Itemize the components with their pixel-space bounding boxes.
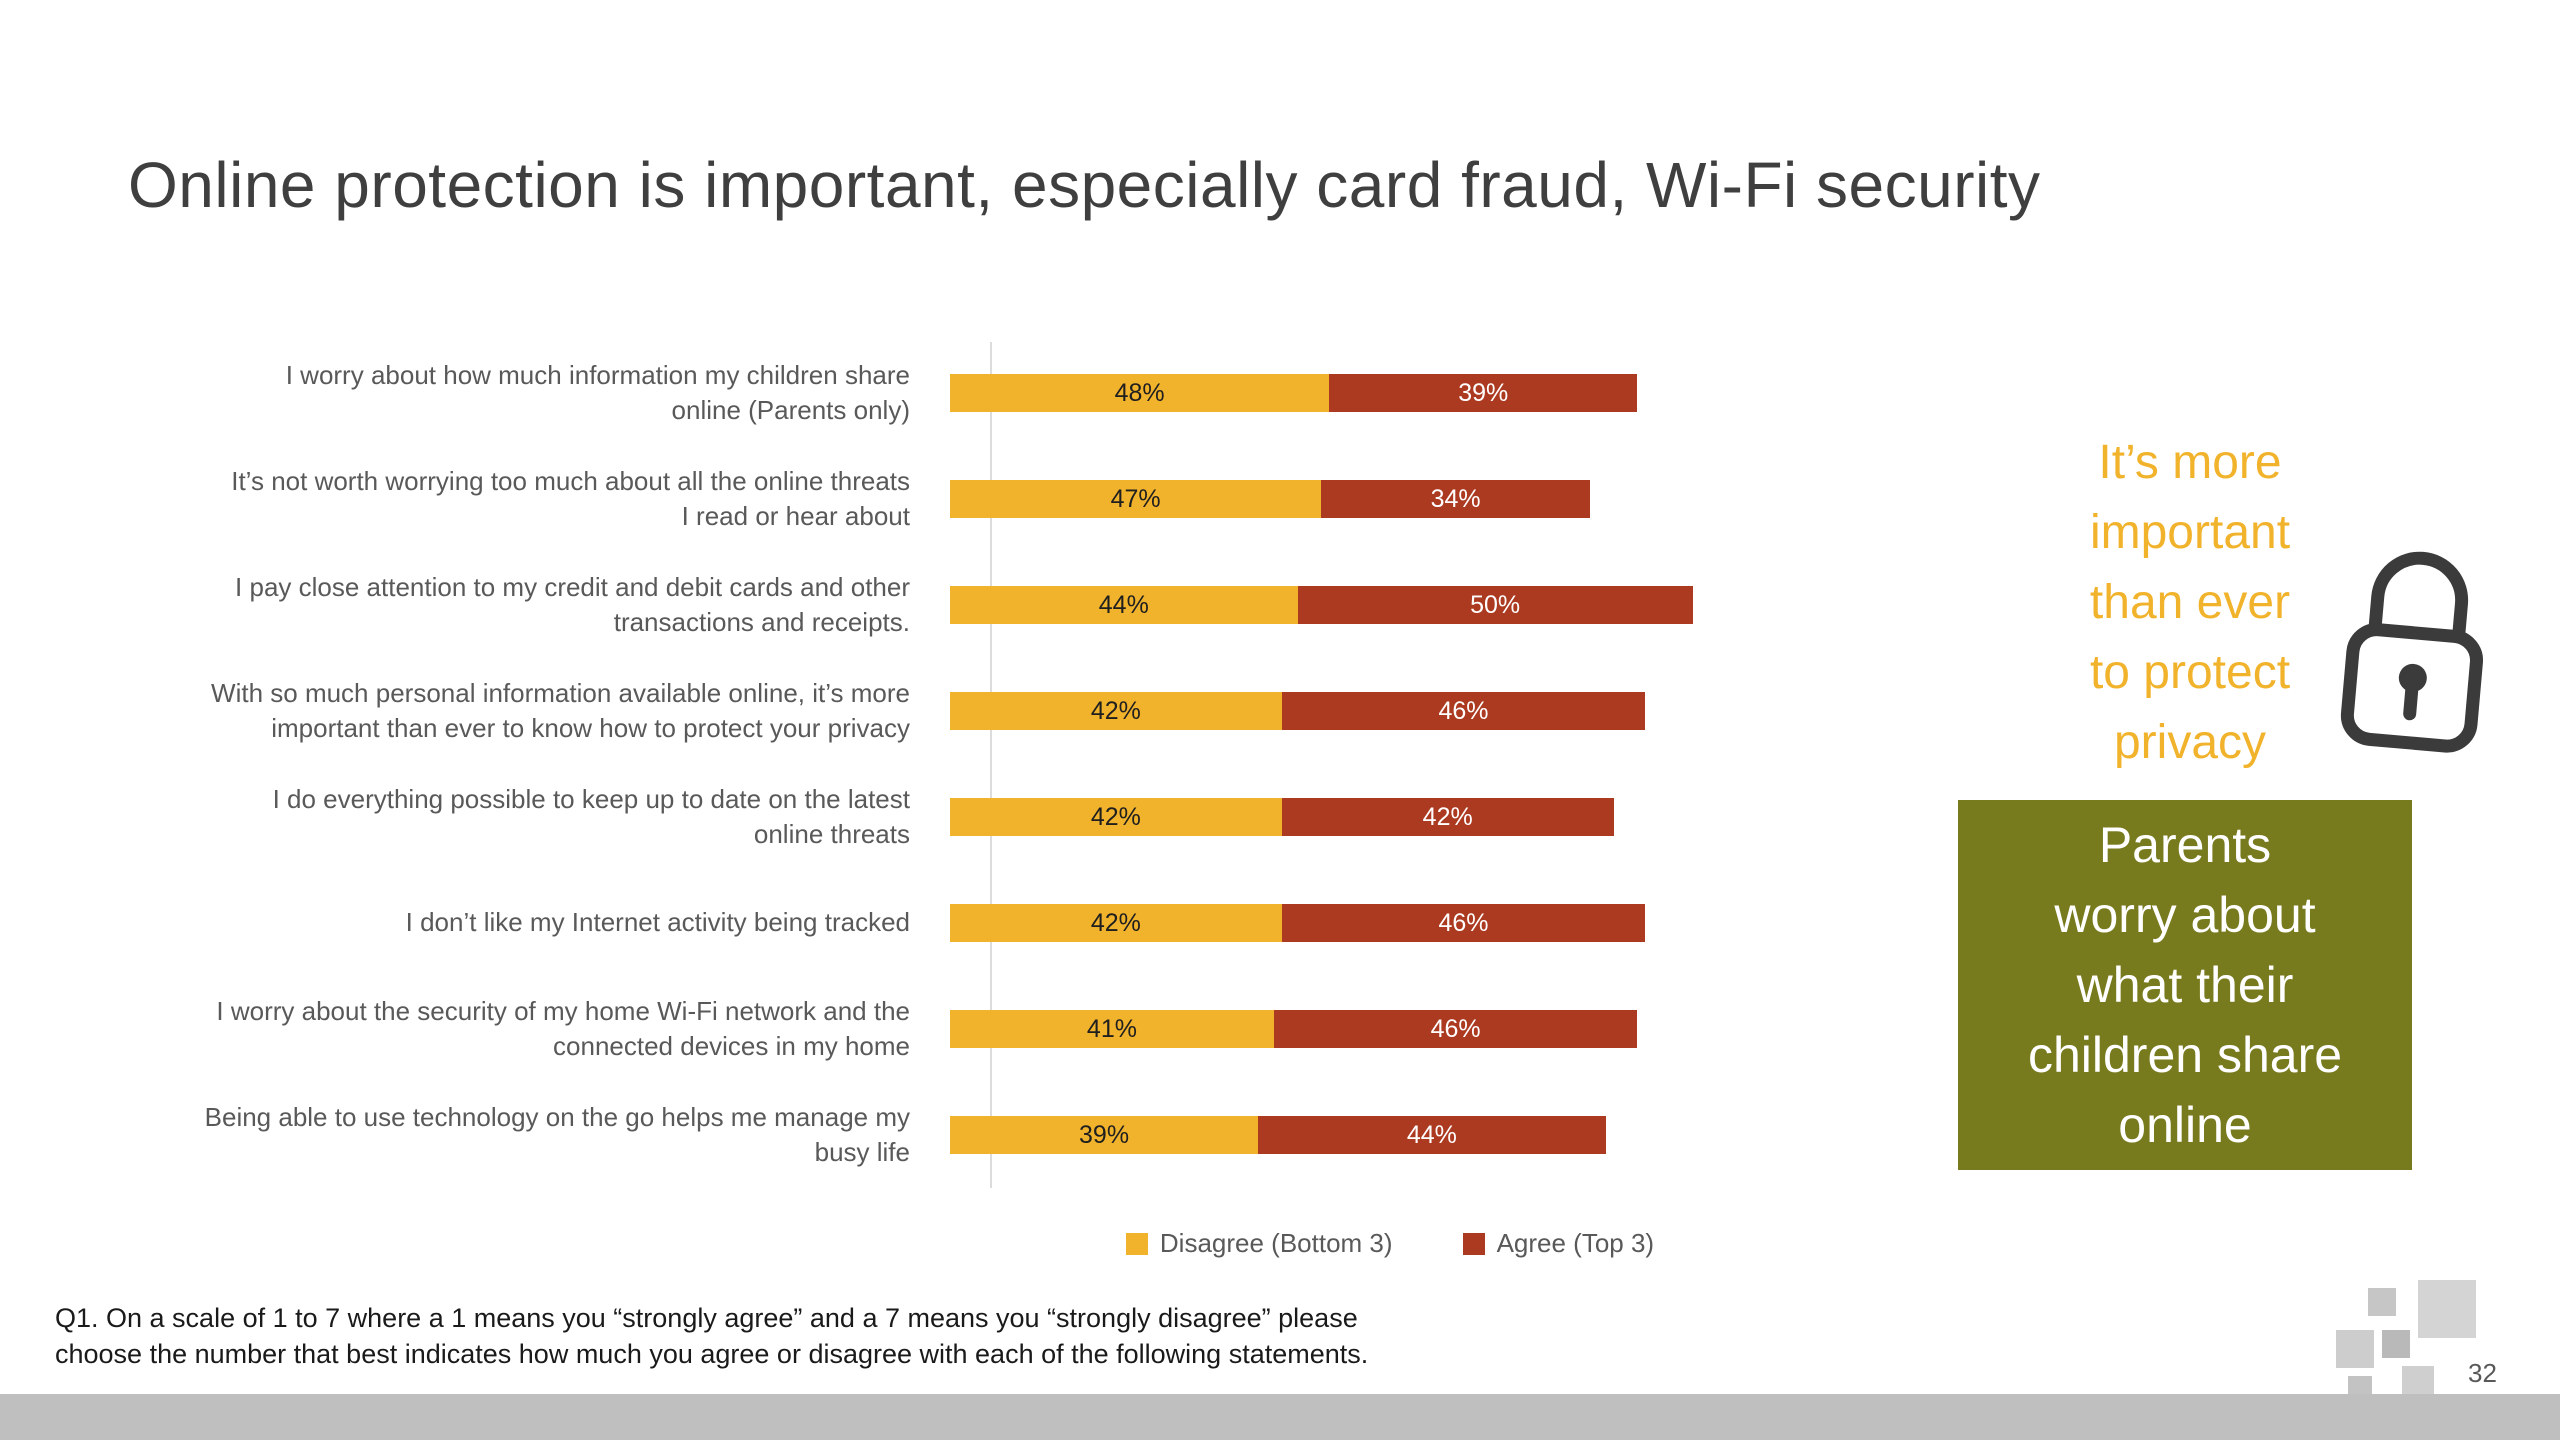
chart-axis-line [990,342,992,1188]
bar-segment-agree: 46% [1281,904,1646,942]
bar-segment-agree: 39% [1329,374,1638,412]
page-number: 32 [2468,1358,2497,1388]
footer-bar [0,1394,2560,1440]
bar-segment-agree: 42% [1281,798,1614,836]
category-label: I pay close attention to my credit and d… [235,571,910,637]
parents-callout-box: Parents worry about what their children … [1958,800,2412,1170]
bar-segment-agree: 34% [1321,480,1590,518]
slide-title: Online protection is important, especial… [128,149,2041,221]
category-label: Being able to use technology on the go h… [204,1101,910,1167]
legend-swatch [1462,1232,1485,1255]
bar-segment-disagree: 47% [950,480,1322,518]
logo-square [2336,1330,2374,1368]
category-label: I don’t like my Internet activity being … [405,907,910,938]
bar-segment-disagree: 41% [950,1010,1274,1048]
legend-label: Disagree (Bottom 3) [1159,1228,1393,1258]
chart-row: I do everything possible to keep up to d… [130,764,1693,870]
question-footnote: Q1. On a scale of 1 to 7 where a 1 means… [55,1303,1369,1370]
bar-stack: 48% 39% [950,374,1638,412]
chart-legend: Disagree (Bottom 3) Agree (Top 3) [990,1228,1790,1259]
bar-stack: 44% 50% [950,586,1693,624]
pixel-logo [2330,1278,2500,1408]
logo-square [2368,1288,2396,1316]
bar-stack: 39% 44% [950,1116,1606,1154]
category-label: It’s not worth worrying too much about a… [231,465,910,531]
chart-row: Being able to use technology on the go h… [130,1082,1693,1188]
bar-segment-disagree: 39% [950,1116,1259,1154]
bar-stack: 42% 46% [950,692,1646,730]
privacy-callout-text: It’s more important than ever to protect… [2089,436,2291,769]
chart-row: I pay close attention to my credit and d… [130,552,1693,658]
bar-segment-agree: 50% [1297,586,1693,624]
bar-stack: 42% 46% [950,904,1646,942]
bar-stack: 42% 42% [950,798,1614,836]
bar-segment-agree: 46% [1273,1010,1638,1048]
chart-row: It’s not worth worrying too much about a… [130,446,1693,552]
lock-icon [2325,531,2504,774]
chart-row: I worry about how much information my ch… [130,340,1693,446]
stacked-bar-chart: I worry about how much information my ch… [130,340,1693,1188]
legend-swatch [1125,1232,1148,1255]
bar-segment-disagree: 48% [950,374,1330,412]
bar-segment-disagree: 44% [950,586,1298,624]
bar-segment-agree: 46% [1281,692,1646,730]
logo-square [2382,1330,2410,1358]
logo-square [2402,1366,2434,1398]
bar-segment-disagree: 42% [950,692,1282,730]
category-label: I worry about the security of my home Wi… [216,995,910,1061]
category-label: I worry about how much information my ch… [285,359,910,425]
category-label: I do everything possible to keep up to d… [272,783,910,849]
chart-row: I don’t like my Internet activity being … [130,870,1693,976]
bar-stack: 47% 34% [950,480,1590,518]
legend-item: Disagree (Bottom 3) [1125,1228,1393,1259]
chart-row: I worry about the security of my home Wi… [130,976,1693,1082]
legend-label: Agree (Top 3) [1496,1228,1655,1258]
bar-stack: 41% 46% [950,1010,1638,1048]
legend-item: Agree (Top 3) [1462,1228,1655,1259]
bar-segment-agree: 44% [1258,1116,1606,1154]
bar-segment-disagree: 42% [950,798,1282,836]
category-label: With so much personal information availa… [211,677,910,743]
chart-row: With so much personal information availa… [130,658,1693,764]
bar-segment-disagree: 42% [950,904,1282,942]
logo-square [2418,1280,2476,1338]
